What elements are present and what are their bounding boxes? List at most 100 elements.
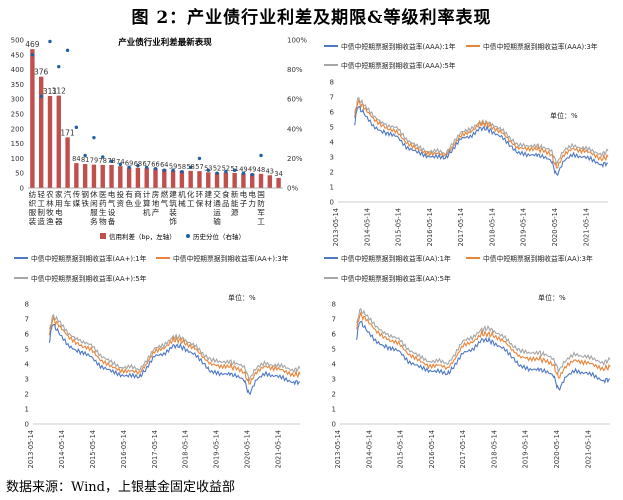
bar-value-label: 84 — [72, 155, 80, 163]
category-label: 农林牧渔 — [46, 189, 54, 226]
category-label: 钢铁 — [81, 189, 89, 208]
category-label: 传媒 — [73, 189, 81, 208]
x-tick-label: 2014-05-14 — [365, 430, 373, 468]
bar-value-label: 53 — [204, 164, 212, 172]
y-tick-label: 0 — [330, 199, 334, 207]
legend-label: 中债中短期票据到期收益率(AAA):5年 — [341, 61, 456, 70]
spread-bar — [82, 164, 88, 188]
percentile-dot — [206, 168, 210, 172]
bar-value-label: 48 — [257, 166, 265, 174]
percentile-dot — [48, 39, 52, 44]
y-tick-label: 4 — [332, 361, 337, 369]
x-tick-label: 2021-05-14 — [582, 208, 590, 246]
spread-bar — [188, 170, 193, 188]
category-label: 建筑装饰 — [169, 189, 177, 226]
x-tick-label: 2013-05-14 — [334, 430, 342, 468]
series-line-1年 — [48, 323, 300, 396]
category-label: 轻工制造 — [37, 189, 45, 226]
legend-label: 中债中短期票据到期收益率(AAA):3年 — [483, 42, 598, 51]
category-label: 投资 — [117, 189, 125, 208]
x-tick-label: 2016-05-14 — [428, 430, 436, 468]
bar-value-label: 59 — [169, 163, 177, 171]
category-label: 纺织服装 — [29, 189, 37, 226]
unit-label: 单位：% — [550, 111, 578, 120]
bar-value-label: 311 — [43, 87, 58, 96]
x-tick-label: 2020-05-14 — [244, 430, 252, 468]
y-right-tick-label: 20% — [287, 155, 303, 163]
bar-value-label: 58 — [186, 163, 194, 171]
spread-bar — [206, 172, 211, 188]
bar-value-label: 49 — [239, 165, 247, 173]
spread-bar — [223, 172, 229, 188]
spread-bar — [65, 137, 70, 188]
bar-value-label: 74 — [116, 158, 124, 166]
x-tick-label: 2016-05-14 — [120, 430, 128, 468]
percentile-dot — [109, 159, 114, 164]
spread-bar — [56, 95, 61, 188]
legend-label: 中债中短期票据到期收益率(AA+):5年 — [31, 274, 147, 283]
x-tick-label: 2020-05-14 — [551, 208, 559, 246]
bar-value-label: 79 — [90, 157, 98, 165]
x-tick-label: 2021-05-14 — [275, 430, 283, 468]
spread-bar — [135, 167, 141, 188]
series-line-5年 — [48, 313, 301, 382]
aa-yield-chart: 中债中短期票据到期收益率(AA):1年 中债中短期票据到期收益率(AA):3年中债… — [324, 254, 611, 468]
percentile-dot — [153, 167, 158, 171]
y-tick-label: 0 — [332, 421, 336, 429]
y-tick-label: 8 — [330, 79, 334, 87]
category-label: 新能源 — [231, 189, 239, 217]
x-tick-label: 2015-05-14 — [397, 430, 405, 468]
spread-bar — [30, 49, 35, 189]
x-tick-label: 2018-05-14 — [488, 208, 496, 246]
category-label: 建材 — [204, 189, 212, 208]
y-tick-label: 7 — [330, 94, 334, 102]
y-tick-label: 1 — [25, 406, 29, 414]
category-label: 电子 — [240, 189, 248, 208]
percentile-dot — [118, 162, 123, 167]
percentile-dot — [136, 164, 140, 168]
y-tick-label: 0 — [25, 421, 29, 429]
figure-title: 图 2：产业债行业利差及期限&等级利率表现 — [131, 8, 492, 28]
spread-bar — [91, 164, 97, 188]
percentile-dot — [145, 165, 149, 169]
y-left-tick-label: 50 — [15, 170, 24, 178]
bar-value-label: 68 — [134, 160, 142, 168]
spread-bar — [241, 173, 246, 188]
series-line-5年 — [356, 307, 611, 373]
spread-bar — [232, 172, 237, 188]
x-tick-label: 2018-05-14 — [490, 430, 498, 468]
series-line-1年 — [356, 320, 611, 392]
x-tick-label: 2015-05-14 — [89, 430, 97, 468]
percentile-dot — [57, 64, 61, 69]
x-tick-label: 2013-05-14 — [27, 430, 35, 468]
bar-value-label: 78 — [99, 157, 107, 165]
y-tick-label: 6 — [25, 331, 30, 339]
percentile-dot — [74, 125, 79, 130]
y-right-tick-label: 60% — [287, 96, 303, 104]
spread-bar — [197, 171, 202, 188]
category-label: 家用电器 — [55, 189, 63, 226]
bar-value-label: 34 — [274, 170, 282, 178]
aa-plus-yield-chart: 中债中短期票据到期收益率(AA+):1年 中债中短期票据到期收益率(AA+):3年… — [14, 254, 301, 468]
x-tick-label: 2017-05-14 — [457, 208, 465, 246]
y-tick-label: 2 — [25, 391, 29, 399]
spread-bar — [153, 168, 158, 188]
x-tick-label: 2014-05-14 — [363, 208, 371, 246]
category-label: 电气设备 — [108, 189, 116, 226]
y-left-tick-label: 200 — [11, 125, 24, 133]
category-label: 休闲服务 — [90, 189, 98, 226]
x-tick-label: 2018-05-14 — [182, 430, 190, 468]
bar-value-label: 43 — [266, 167, 274, 175]
bar-value-label: 66 — [151, 160, 159, 168]
percentile-dot — [171, 168, 175, 172]
bar-value-label: 52 — [222, 165, 230, 173]
spread-bar — [214, 172, 220, 188]
spread-bar — [170, 170, 176, 188]
aaa-yield-chart: 中债中短期票据到期收益率(AAA):1年 中债中短期票据到期收益率(AAA):3年… — [324, 42, 609, 246]
unit-label: 单位：% — [538, 293, 566, 302]
x-tick-label: 2019-05-14 — [522, 430, 530, 468]
spread-bar — [126, 167, 132, 188]
x-tick-label: 2017-05-14 — [459, 430, 467, 468]
legend-label: 中债中短期票据到期收益率(AAA):1年 — [341, 42, 456, 51]
y-tick-label: 4 — [25, 361, 30, 369]
